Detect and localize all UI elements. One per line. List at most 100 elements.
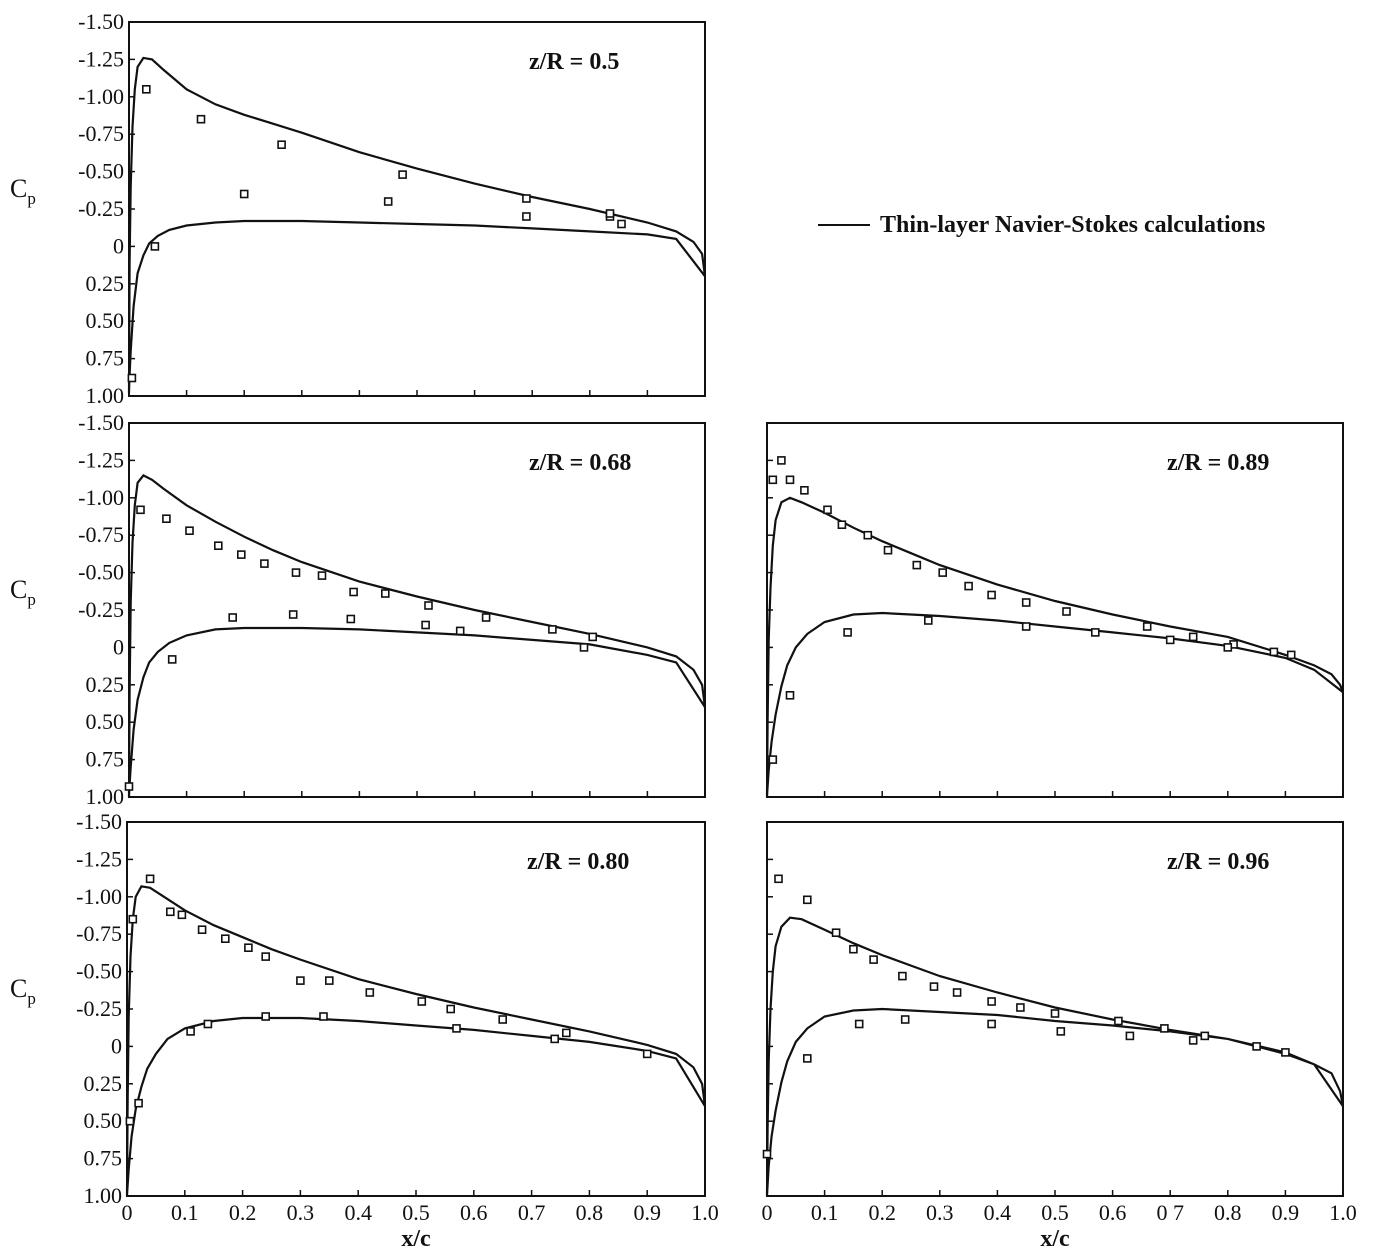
experimental-data-point: [605, 209, 615, 218]
experimental-data-point: [548, 625, 557, 634]
y-tick-label: 0.75: [86, 346, 125, 371]
y-tick-label: -0.75: [76, 921, 122, 946]
experimental-data-point: [196, 114, 206, 124]
plot-frame: [766, 422, 1344, 798]
experimental-data-point: [1200, 1031, 1210, 1041]
x-tick-label: 0.2: [229, 1200, 257, 1225]
y-axis-label: Cp: [10, 974, 36, 1008]
x-tick-label: 0.3: [287, 1200, 315, 1225]
experimental-data-point: [452, 1024, 461, 1033]
y-tick-label: 0: [113, 233, 124, 258]
experimental-data-point: [929, 982, 939, 991]
experimental-data-point: [237, 550, 246, 559]
x-tick-label: 0.1: [811, 1200, 839, 1225]
plot-frame: [128, 21, 706, 397]
x-tick-label: 0.2: [868, 1200, 896, 1225]
y-tick-label: -0.50: [76, 959, 122, 984]
experimental-data-point: [617, 219, 626, 229]
experimental-data-point: [261, 952, 271, 961]
experimental-data-point: [987, 997, 996, 1006]
y-axis-label-subscript: p: [27, 590, 36, 609]
experimental-data-point: [762, 1149, 772, 1159]
experimental-data-point: [380, 589, 390, 598]
experimental-data-point: [228, 613, 237, 622]
experimental-data-point: [417, 997, 427, 1006]
experimental-data-point: [383, 197, 393, 206]
experimental-data-point: [1062, 607, 1071, 616]
experimental-data-point: [1021, 598, 1031, 607]
y-tick-label: -1.25: [78, 46, 124, 71]
y-tick-label: 0.25: [86, 672, 125, 697]
experimental-data-point: [446, 1004, 456, 1014]
navier-stokes-curve: [765, 916, 1345, 1197]
experimental-data-point: [277, 140, 286, 149]
y-axis-label-subscript: p: [27, 989, 36, 1008]
x-tick-label: 0.4: [344, 1200, 372, 1225]
experimental-data-point: [823, 505, 832, 515]
y-tick-label: -0.25: [78, 196, 124, 221]
x-tick-label: 0.4: [984, 1200, 1012, 1225]
experimental-data-point: [221, 934, 230, 944]
experimental-data-point: [1056, 1027, 1066, 1036]
chart-panel: z/R = 0.89: [765, 422, 1345, 798]
experimental-data-point: [319, 1012, 328, 1021]
experimental-data-point: [849, 944, 858, 954]
y-tick-label: 0: [113, 634, 124, 659]
experimental-data-point: [124, 782, 134, 791]
experimental-data-point: [197, 925, 207, 935]
experimental-data-point: [863, 530, 873, 540]
experimental-data-point: [869, 955, 878, 964]
plot-frame: [766, 821, 1344, 1197]
y-tick-label: -1.00: [76, 884, 122, 909]
experimental-data-point: [125, 1116, 135, 1126]
experimental-data-point: [128, 914, 138, 924]
y-tick-label: -0.75: [78, 121, 124, 146]
legend-label: Thin-layer Navier-Stokes calculations: [880, 212, 1265, 238]
experimental-data-point: [579, 643, 589, 652]
experimental-data-point: [1269, 647, 1279, 657]
x-tick-label: 0.9: [1272, 1200, 1300, 1225]
y-axis-label: Cp: [10, 174, 36, 208]
experimental-data-point: [774, 874, 783, 884]
experimental-data-point: [952, 988, 962, 997]
experimental-data-point: [1223, 643, 1233, 652]
experimental-data-point: [912, 560, 922, 570]
y-tick-label: -1.00: [78, 485, 124, 510]
experimental-data-point: [324, 976, 334, 985]
y-tick-label: -1.50: [78, 410, 124, 435]
experimental-data-point: [203, 1019, 213, 1029]
y-tick-label: -1.50: [78, 9, 124, 34]
y-tick-label: -0.75: [78, 522, 124, 547]
y-tick-label: 0: [111, 1033, 122, 1058]
experimental-data-point: [522, 194, 531, 203]
y-tick-label: -0.25: [78, 597, 124, 622]
experimental-data-point: [777, 456, 786, 465]
chart-panel: -1.50 -1.25 -1.00 -0.75 -0.50 -0.25 0 0.25 0.50 0…: [10, 410, 707, 809]
experimental-data-point: [455, 626, 465, 636]
panel-title: z/R = 0.80: [527, 849, 629, 875]
x-tick-label: 0.7: [518, 1200, 546, 1225]
y-tick-label: 1.00: [86, 383, 125, 408]
y-tick-label: 0.50: [84, 1108, 123, 1133]
y-tick-label: 0.25: [86, 271, 125, 296]
experimental-data-point: [1125, 1031, 1135, 1041]
x-tick-label: 1.0: [1329, 1200, 1357, 1225]
y-tick-label: -0.50: [78, 560, 124, 585]
x-axis-label: x/c: [401, 1226, 431, 1252]
experimental-data-point: [1091, 628, 1100, 637]
experimental-data-point: [837, 520, 847, 530]
experimental-data-point: [883, 545, 893, 555]
experimental-data-point: [261, 1012, 271, 1021]
y-axis-label: Cp: [10, 575, 36, 609]
experimental-data-point: [1188, 632, 1198, 642]
panel-title: z/R = 0.89: [1167, 450, 1269, 476]
experimental-data-point: [398, 170, 407, 179]
panels: -1.50 -1.25 -1.00 -0.75 -0.50 -0.25 0 0.25 0.50 0…: [10, 9, 1357, 1252]
y-tick-label: -0.25: [76, 996, 122, 1021]
experimental-data-point: [561, 1028, 571, 1038]
experimental-data-point: [186, 1027, 195, 1036]
experimental-data-point: [831, 928, 841, 938]
experimental-data-point: [800, 485, 809, 495]
y-tick-label: -1.25: [76, 846, 122, 871]
